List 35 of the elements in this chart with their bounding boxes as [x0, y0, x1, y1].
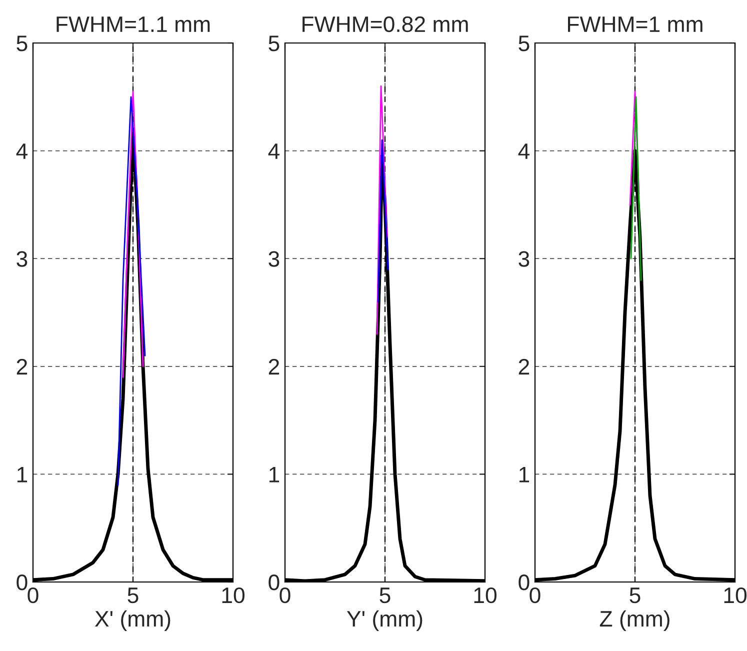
y-tick-label: 1	[17, 466, 28, 482]
y-tick-label: 2	[518, 358, 530, 374]
y-tick-label: 4	[16, 144, 28, 159]
y-tick-label: 5	[268, 36, 280, 52]
x-tick-label: 10	[474, 587, 496, 604]
x-tick-label: 10	[724, 587, 746, 604]
x-axis-title: Z (mm)	[600, 610, 670, 632]
y-tick-label: 0	[518, 574, 530, 590]
y-tick-label: 4	[518, 144, 530, 159]
y-tick-label: 5	[16, 36, 28, 52]
x-tick-label: 5	[128, 588, 138, 604]
line-series	[122, 90, 144, 378]
y-tick-label: 2	[268, 358, 280, 374]
x-tick-label: 0	[28, 587, 38, 604]
y-tick-label: 0	[16, 574, 28, 590]
y-tick-label: 5	[518, 36, 530, 52]
chart-title: FWHM=1 mm	[568, 16, 702, 32]
x-tick-label: 0	[530, 587, 540, 604]
chart-title: FWHM=1.1 mm	[56, 16, 210, 32]
y-tick-label: 3	[268, 251, 280, 267]
x-axis-title: Y' (mm)	[346, 610, 422, 632]
y-tick-label: 2	[16, 358, 28, 374]
x-axis-title: X' (mm)	[94, 610, 170, 632]
y-tick-label: 1	[269, 466, 280, 482]
y-tick-label: 4	[268, 144, 280, 159]
x-tick-label: 5	[380, 588, 390, 604]
x-tick-label: 5	[630, 588, 640, 604]
x-tick-label: 0	[280, 587, 290, 604]
line-series	[117, 96, 146, 486]
y-tick-label: 0	[268, 574, 280, 590]
y-tick-label: 1	[519, 466, 530, 482]
chart-title: FWHM=0.82 mm	[302, 16, 468, 32]
x-tick-label: 10	[222, 587, 244, 604]
y-tick-label: 3	[518, 251, 530, 267]
y-tick-label: 3	[16, 251, 28, 267]
